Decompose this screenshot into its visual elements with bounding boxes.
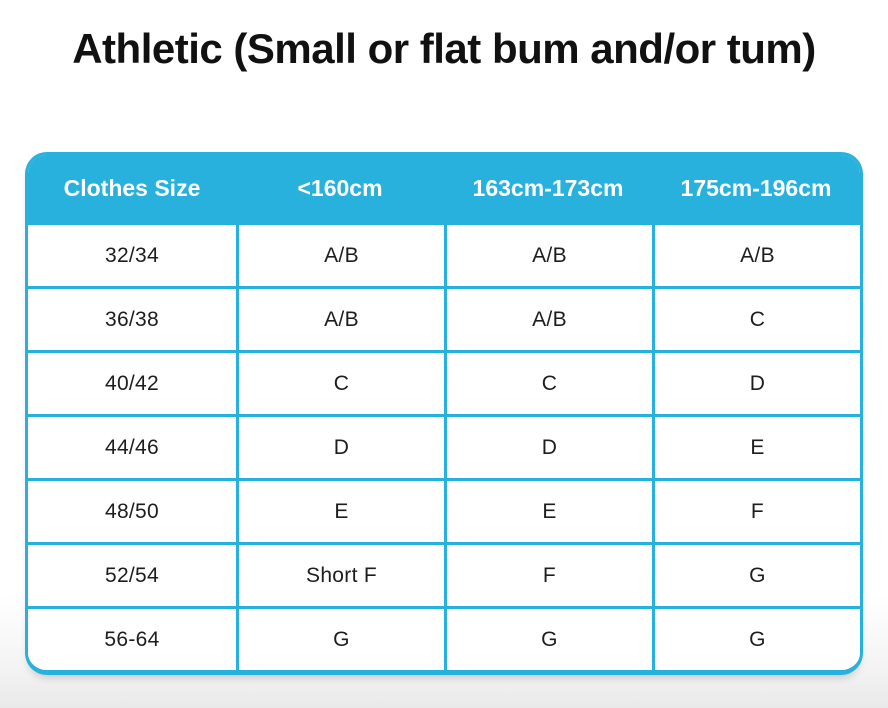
- header-cell-under-160cm: <160cm: [297, 175, 383, 201]
- table-row: 44/46 D D E: [28, 414, 860, 478]
- cup-size-cell: E: [652, 417, 860, 478]
- header-cell-163-173cm: 163cm-173cm: [472, 175, 624, 201]
- cup-size-cell: G: [236, 609, 444, 670]
- header-cell-clothes-size: Clothes Size: [63, 175, 201, 201]
- cup-size-cell: F: [444, 545, 652, 606]
- cup-size-cell: G: [652, 545, 860, 606]
- table-row: 56-64 G G G: [28, 606, 860, 670]
- cup-size-cell: G: [652, 609, 860, 670]
- size-cell: 52/54: [104, 563, 160, 587]
- table-row: 32/34 A/B A/B A/B: [28, 222, 860, 286]
- size-cell: 56-64: [104, 627, 160, 651]
- cup-size-cell: F: [652, 481, 860, 542]
- page-title: Athletic (Small or flat bum and/or tum): [72, 25, 816, 72]
- cup-size-cell: C: [444, 353, 652, 414]
- cup-size-cell: A/B: [444, 289, 652, 350]
- cup-size-cell: A/B: [236, 289, 444, 350]
- cup-size-cell: D: [652, 353, 860, 414]
- size-cell: 44/46: [104, 435, 160, 459]
- cup-size-cell: D: [444, 417, 652, 478]
- cup-size-cell: Short F: [236, 545, 444, 606]
- table-header-row: Clothes Size <160cm 163cm-173cm 175cm-19…: [28, 155, 860, 222]
- cup-size-cell: E: [444, 481, 652, 542]
- cup-size-cell: C: [236, 353, 444, 414]
- cup-size-cell: E: [236, 481, 444, 542]
- header-cell-175-196cm: 175cm-196cm: [680, 175, 832, 201]
- cup-size-cell: A/B: [236, 225, 444, 286]
- size-chart-table: Clothes Size <160cm 163cm-173cm 175cm-19…: [25, 152, 863, 675]
- size-cell: 40/42: [104, 371, 160, 395]
- table-body: 32/34 A/B A/B A/B 36/38 A/B A/B C 40/42 C C D 44/46 D…: [28, 222, 860, 670]
- size-cell: 36/38: [104, 307, 160, 331]
- table-row: 40/42 C C D: [28, 350, 860, 414]
- cup-size-cell: A/B: [444, 225, 652, 286]
- cup-size-cell: D: [236, 417, 444, 478]
- size-cell: 32/34: [104, 243, 160, 267]
- cup-size-cell: A/B: [652, 225, 860, 286]
- size-cell: 48/50: [104, 499, 160, 523]
- table-row: 36/38 A/B A/B C: [28, 286, 860, 350]
- table-row: 48/50 E E F: [28, 478, 860, 542]
- cup-size-cell: G: [444, 609, 652, 670]
- cup-size-cell: C: [652, 289, 860, 350]
